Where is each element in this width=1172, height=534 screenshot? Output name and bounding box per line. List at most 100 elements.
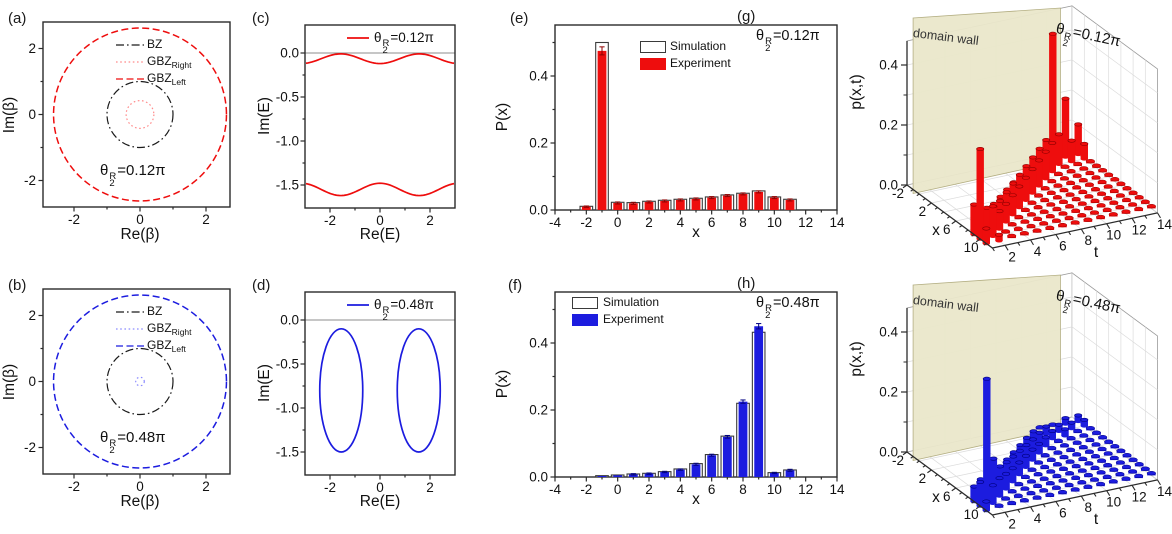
panel-c-theta: θ R 2 =0.12π xyxy=(374,30,434,56)
svg-text:2: 2 xyxy=(426,213,434,228)
svg-text:-0.5: -0.5 xyxy=(276,357,299,372)
svg-text:0.2: 0.2 xyxy=(529,136,548,151)
panel-e-legend-experiment: Experiment xyxy=(670,56,731,70)
panel-d-xlabel: Re(E) xyxy=(359,493,401,510)
panel-d-theta: θ R 2 =0.48π xyxy=(374,297,434,323)
svg-text:0.2: 0.2 xyxy=(879,118,898,133)
svg-text:14: 14 xyxy=(1157,484,1172,499)
panel-b-letter: (b) xyxy=(8,277,27,294)
svg-text:10: 10 xyxy=(964,507,979,522)
simulation-swatch xyxy=(572,297,598,309)
svg-text:-2: -2 xyxy=(68,479,80,494)
svg-text:14: 14 xyxy=(829,215,845,230)
svg-text:0.4: 0.4 xyxy=(529,69,548,84)
svg-text:0.0: 0.0 xyxy=(280,313,299,328)
panel-h-xlabel: x xyxy=(932,489,940,506)
panel-e-letter: (e) xyxy=(510,10,529,27)
svg-text:0.2: 0.2 xyxy=(879,385,898,400)
svg-text:0.0: 0.0 xyxy=(529,203,548,218)
panel-e-ylabel: P(x) xyxy=(494,102,511,132)
panel-h-letter: (h) xyxy=(737,275,756,292)
svg-text:0.4: 0.4 xyxy=(529,336,548,351)
panel-f-legend-experiment: Experiment xyxy=(603,312,664,326)
svg-text:6: 6 xyxy=(1059,239,1067,254)
panel-a-legend-bz: BZ xyxy=(147,37,163,51)
svg-text:8: 8 xyxy=(739,215,747,230)
svg-text:4: 4 xyxy=(1034,244,1042,259)
svg-text:0.0: 0.0 xyxy=(529,470,548,485)
panel-e-legend-simulation: Simulation xyxy=(670,39,727,53)
svg-text:10: 10 xyxy=(1106,495,1121,510)
svg-text:6: 6 xyxy=(1059,506,1067,521)
svg-text:2: 2 xyxy=(28,308,36,323)
panel-c-letter: (c) xyxy=(252,10,270,27)
svg-text:10: 10 xyxy=(767,215,782,230)
panel-f-xlabel: x xyxy=(692,491,700,508)
svg-text:0: 0 xyxy=(614,482,622,497)
svg-text:0: 0 xyxy=(376,480,384,495)
svg-text:0: 0 xyxy=(28,107,36,122)
svg-text:12: 12 xyxy=(798,215,813,230)
svg-text:0.2: 0.2 xyxy=(529,403,548,418)
svg-text:-1.0: -1.0 xyxy=(276,401,299,416)
svg-text:-2: -2 xyxy=(580,215,592,230)
panel-a-theta: θ R 2 =0.12π xyxy=(100,162,166,189)
svg-text:0.4: 0.4 xyxy=(879,325,898,340)
panel-g-letter: (g) xyxy=(737,8,756,25)
panel-a-legend-gbz-right: GBZRight xyxy=(147,54,192,70)
experiment-swatch xyxy=(640,58,666,70)
panel-b-theta: θ R 2 =0.48π xyxy=(100,429,166,456)
svg-text:2: 2 xyxy=(1008,249,1016,264)
panel-f-letter: (f) xyxy=(508,277,523,294)
svg-text:8: 8 xyxy=(739,482,747,497)
panel-g-zlabel: p(x,t) xyxy=(848,74,865,110)
svg-text:-2: -2 xyxy=(580,482,592,497)
svg-text:-0.5: -0.5 xyxy=(276,90,299,105)
svg-text:0.4: 0.4 xyxy=(879,58,898,73)
panel-f-legend-simulation: Simulation xyxy=(603,295,660,309)
panel-d-letter: (d) xyxy=(252,277,271,294)
svg-text:6: 6 xyxy=(708,482,716,497)
panel-g-tlabel: t xyxy=(1093,244,1099,261)
svg-text:6: 6 xyxy=(708,215,716,230)
svg-text:10: 10 xyxy=(767,482,782,497)
svg-text:14: 14 xyxy=(1157,217,1172,232)
panel-a-letter: (a) xyxy=(8,10,27,27)
svg-text:2: 2 xyxy=(1008,516,1016,531)
svg-text:-2: -2 xyxy=(324,213,336,228)
svg-text:0: 0 xyxy=(136,479,144,494)
panel-a-legend-gbz-left: GBZLeft xyxy=(147,71,186,87)
svg-text:-2: -2 xyxy=(68,212,80,227)
svg-text:-4: -4 xyxy=(549,215,561,230)
panel-h-zlabel: p(x,t) xyxy=(848,341,865,377)
panel-b-legend-gbz-right: GBZRight xyxy=(147,321,192,337)
panel-g-xlabel: x xyxy=(932,222,940,239)
svg-text:2: 2 xyxy=(645,215,653,230)
panel-h-tlabel: t xyxy=(1093,511,1099,528)
svg-text:-2: -2 xyxy=(892,453,904,468)
panel-a-xlabel: Re(β) xyxy=(120,226,160,243)
svg-text:8: 8 xyxy=(1085,233,1093,248)
panel-e-xlabel: x xyxy=(692,224,700,241)
svg-text:2: 2 xyxy=(426,480,434,495)
svg-text:-1.0: -1.0 xyxy=(276,134,299,149)
svg-text:8: 8 xyxy=(1085,500,1093,515)
svg-text:2: 2 xyxy=(645,482,653,497)
svg-text:0: 0 xyxy=(376,213,384,228)
svg-text:14: 14 xyxy=(829,482,845,497)
svg-text:10: 10 xyxy=(1106,228,1121,243)
svg-text:-2: -2 xyxy=(24,173,36,188)
svg-text:0.0: 0.0 xyxy=(879,178,898,193)
panel-b-xlabel: Re(β) xyxy=(120,493,160,510)
svg-text:0: 0 xyxy=(28,374,36,389)
svg-text:4: 4 xyxy=(1034,511,1042,526)
panel-f-theta: θ R 2 =0.48π xyxy=(756,295,820,321)
panel-b-legend-bz: BZ xyxy=(147,304,163,318)
panel-c-xlabel: Re(E) xyxy=(359,226,401,243)
svg-text:6: 6 xyxy=(943,489,951,504)
svg-text:12: 12 xyxy=(798,482,813,497)
svg-text:-1.5: -1.5 xyxy=(276,445,299,460)
svg-text:6: 6 xyxy=(943,222,951,237)
